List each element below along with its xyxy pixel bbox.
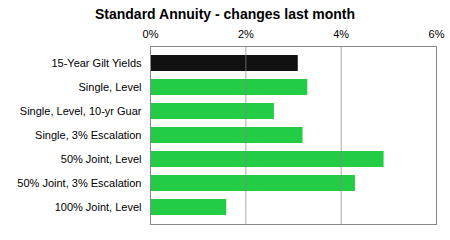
svg-text:4%: 4%: [333, 28, 349, 40]
svg-text:0%: 0%: [143, 28, 159, 40]
svg-text:50% Joint, 3% Escalation: 50% Joint, 3% Escalation: [17, 177, 141, 189]
svg-text:15-Year Gilt Yields: 15-Year Gilt Yields: [51, 57, 142, 69]
svg-text:6%: 6%: [429, 28, 445, 40]
svg-text:100% Joint, Level: 100% Joint, Level: [55, 201, 142, 213]
svg-text:2%: 2%: [238, 28, 254, 40]
svg-text:50% Joint, Level: 50% Joint, Level: [61, 153, 142, 165]
svg-text:Single, 3% Escalation: Single, 3% Escalation: [35, 129, 141, 141]
svg-text:Single, Level, 10-yr Guar: Single, Level, 10-yr Guar: [20, 105, 142, 117]
svg-text:Single, Level: Single, Level: [79, 81, 142, 93]
html-text:Standard Annuity - changes las: Standard Annuity - changes last month: [95, 6, 355, 22]
